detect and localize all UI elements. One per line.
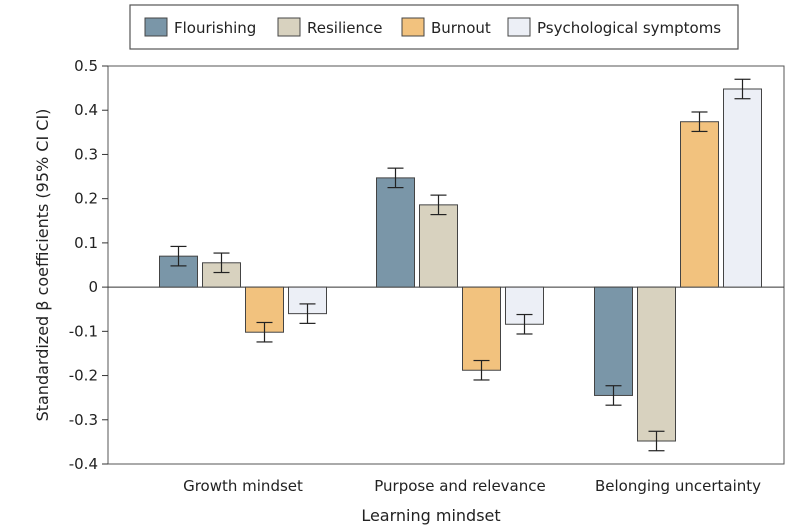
legend-swatch (401, 17, 425, 37)
bar-flourishing (594, 286, 633, 396)
legend-swatch (277, 17, 301, 37)
y-tick-label: 0.5 (74, 57, 98, 75)
bars (159, 88, 762, 442)
y-tick-label: 0.1 (74, 234, 98, 252)
y-tick-label: -0.4 (69, 455, 98, 473)
legend-label: Psychological symptoms (537, 19, 721, 37)
x-tick-label: Growth mindset (183, 477, 303, 495)
legend-box (129, 4, 739, 50)
x-axis-title: Learning mindset (361, 506, 500, 525)
x-tick-label: Belonging uncertainty (595, 477, 761, 495)
legend-swatch (144, 17, 168, 37)
legend-swatch (507, 17, 531, 37)
y-tick-label: -0.1 (69, 322, 98, 340)
legend-label: Flourishing (174, 19, 256, 37)
bar-burnout (462, 286, 501, 371)
legend-label: Resilience (307, 19, 383, 37)
y-tick-label: 0.3 (74, 145, 98, 163)
x-axis: Growth mindset Purpose and relevance Belon… (183, 477, 761, 495)
legend: Flourishing Resilience Burnout Psychologica… (129, 4, 739, 50)
y-tick-label: -0.2 (69, 367, 98, 385)
error-bars (170, 78, 751, 452)
plot-border (107, 65, 785, 465)
y-tick-label: 0 (88, 278, 98, 296)
y-tick-label: -0.3 (69, 411, 98, 429)
bar-resilience (637, 286, 676, 442)
y-tick-label: 0.2 (74, 190, 98, 208)
bar-resilience (419, 204, 458, 288)
y-axis-title: Standardized β coefficients (95% CI CI) (33, 109, 52, 422)
bar-psychological-symptoms (723, 88, 762, 288)
bar-flourishing (376, 177, 415, 288)
x-tick-label: Purpose and relevance (374, 477, 545, 495)
legend-label: Burnout (431, 19, 491, 37)
y-axis: 0.5 0.4 0.3 0.2 0.1 0 -0.1 -0.2 -0.3 -0.4 (69, 57, 108, 473)
bar-burnout (680, 121, 719, 288)
y-tick-label: 0.4 (74, 101, 98, 119)
